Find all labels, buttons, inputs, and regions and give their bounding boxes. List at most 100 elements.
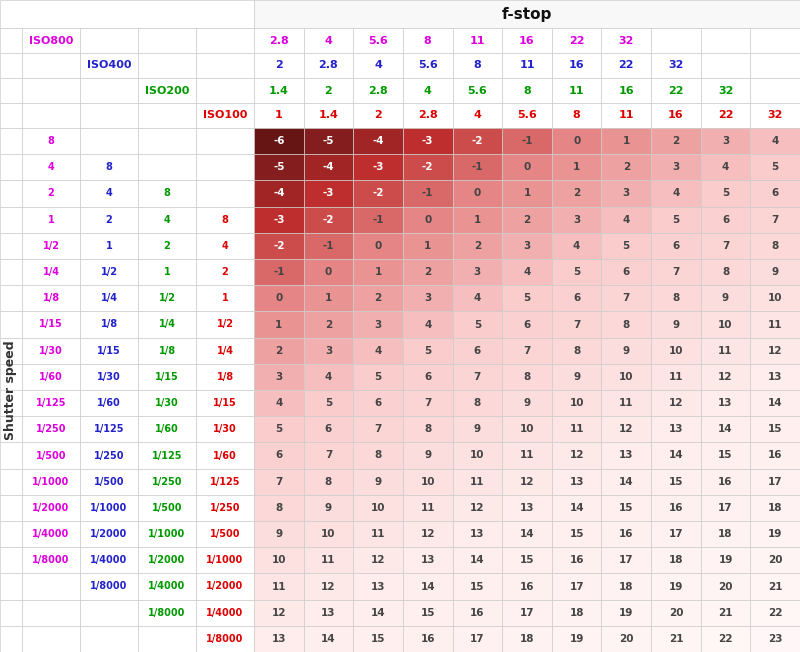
Text: 12: 12 xyxy=(768,346,782,356)
Text: 6: 6 xyxy=(771,188,779,198)
Text: 23: 23 xyxy=(768,634,782,644)
Bar xyxy=(502,469,552,495)
Text: -4: -4 xyxy=(322,162,334,172)
Bar xyxy=(701,364,750,390)
Text: 32: 32 xyxy=(718,85,734,95)
Text: 32: 32 xyxy=(668,61,683,70)
Bar xyxy=(0,233,22,259)
Text: -1: -1 xyxy=(273,267,285,277)
Text: 7: 7 xyxy=(424,398,431,408)
Text: 4: 4 xyxy=(325,372,332,382)
Bar xyxy=(453,443,502,469)
Bar xyxy=(403,181,453,207)
Text: 2: 2 xyxy=(275,346,282,356)
Text: 2: 2 xyxy=(325,85,332,95)
Bar xyxy=(403,495,453,521)
Bar xyxy=(0,495,22,521)
Bar xyxy=(651,285,701,312)
Text: 1/4: 1/4 xyxy=(101,293,118,303)
Bar xyxy=(453,573,502,600)
Bar xyxy=(22,600,80,626)
Text: ISO200: ISO200 xyxy=(145,85,189,95)
Bar xyxy=(138,259,196,285)
Text: 1: 1 xyxy=(523,188,530,198)
Text: 5: 5 xyxy=(474,319,481,329)
Text: 11: 11 xyxy=(470,35,485,46)
Bar xyxy=(138,390,196,416)
Bar xyxy=(651,78,701,103)
Text: 16: 16 xyxy=(668,110,684,121)
Text: 10: 10 xyxy=(520,424,534,434)
Bar xyxy=(750,547,800,573)
Bar xyxy=(502,259,552,285)
Text: 11: 11 xyxy=(520,451,534,460)
Text: -4: -4 xyxy=(273,188,285,198)
Text: 8: 8 xyxy=(424,35,432,46)
Bar xyxy=(552,626,602,652)
Bar xyxy=(138,573,196,600)
Text: 9: 9 xyxy=(622,346,630,356)
Bar xyxy=(701,155,750,181)
Bar xyxy=(403,103,453,128)
Bar xyxy=(304,128,354,155)
Text: 13: 13 xyxy=(322,608,336,617)
Text: 1/2: 1/2 xyxy=(217,319,234,329)
Text: 10: 10 xyxy=(718,319,733,329)
Text: 14: 14 xyxy=(470,556,485,565)
Bar xyxy=(602,443,651,469)
Bar xyxy=(602,155,651,181)
Bar xyxy=(602,364,651,390)
Text: 1/4: 1/4 xyxy=(217,346,234,356)
Text: 22: 22 xyxy=(718,110,734,121)
Bar xyxy=(701,181,750,207)
Bar xyxy=(701,128,750,155)
Bar xyxy=(80,521,138,547)
Text: 16: 16 xyxy=(618,85,634,95)
Text: 3: 3 xyxy=(622,188,630,198)
Text: 1: 1 xyxy=(48,215,54,225)
Bar xyxy=(602,626,651,652)
Text: 1/2: 1/2 xyxy=(42,241,59,251)
Bar xyxy=(552,312,602,338)
Bar xyxy=(22,443,80,469)
Text: 1/500: 1/500 xyxy=(152,503,182,513)
Bar xyxy=(453,28,502,53)
Bar xyxy=(304,259,354,285)
Bar xyxy=(403,78,453,103)
Text: 19: 19 xyxy=(669,582,683,591)
Bar xyxy=(354,364,403,390)
Bar xyxy=(502,285,552,312)
Text: -2: -2 xyxy=(273,241,285,251)
Bar xyxy=(750,155,800,181)
Bar xyxy=(304,103,354,128)
Text: 5.6: 5.6 xyxy=(418,61,438,70)
Bar xyxy=(22,259,80,285)
Bar xyxy=(22,53,80,78)
Bar xyxy=(453,207,502,233)
Bar xyxy=(304,469,354,495)
Bar xyxy=(651,207,701,233)
Text: 4: 4 xyxy=(222,241,228,251)
Text: 18: 18 xyxy=(768,503,782,513)
Text: 10: 10 xyxy=(669,346,683,356)
Text: 10: 10 xyxy=(619,372,634,382)
Bar xyxy=(701,338,750,364)
Bar xyxy=(304,181,354,207)
Bar xyxy=(22,128,80,155)
Text: 6: 6 xyxy=(474,346,481,356)
Bar xyxy=(453,338,502,364)
Bar xyxy=(80,128,138,155)
Text: 12: 12 xyxy=(322,582,336,591)
Text: 3: 3 xyxy=(672,162,679,172)
Text: -1: -1 xyxy=(422,188,434,198)
Bar xyxy=(354,626,403,652)
Text: ISO800: ISO800 xyxy=(29,35,73,46)
Text: 1/125: 1/125 xyxy=(94,424,124,434)
Bar xyxy=(196,547,254,573)
Text: 1/8: 1/8 xyxy=(42,293,59,303)
Text: 1/30: 1/30 xyxy=(155,398,179,408)
Bar xyxy=(138,547,196,573)
Text: 6: 6 xyxy=(374,398,382,408)
Bar xyxy=(453,312,502,338)
Bar xyxy=(403,626,453,652)
